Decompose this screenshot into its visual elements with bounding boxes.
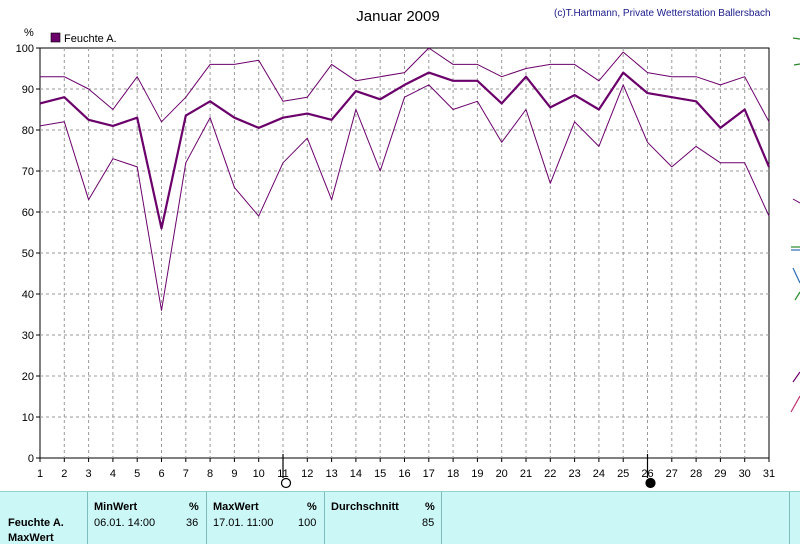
x-axis-ticks: 1 2 3 4 5 6 7 8 9 10 11 12 13 14 15 16 17 18 19 20 21 22 23 24 2…	[37, 458, 775, 480]
statistics-panel: MinWert % MaxWert % Durchschnitt % Feuch…	[0, 491, 800, 544]
new-moon-icon	[645, 477, 656, 489]
full-moon-icon	[280, 477, 292, 489]
x-tick-label: 24	[593, 468, 605, 480]
y-tick-label: 50	[22, 248, 34, 260]
x-tick-label: 7	[183, 468, 189, 480]
y-tick-label: 40	[22, 289, 34, 301]
avg-value: 85	[422, 517, 435, 529]
moon-phases	[280, 454, 656, 489]
divider	[441, 492, 442, 544]
x-tick-label: 15	[374, 468, 386, 480]
y-tick-label: 80	[22, 125, 34, 137]
legend-label: Feuchte A.	[64, 33, 117, 45]
x-tick-label: 5	[134, 468, 140, 480]
y-tick-label: 10	[22, 412, 34, 424]
max-time: 17.01. 11:00	[213, 517, 274, 529]
x-tick-label: 9	[231, 468, 237, 480]
x-tick-label: 3	[86, 468, 92, 480]
max-header: MaxWert	[213, 501, 259, 513]
avg-unit: %	[425, 501, 435, 513]
x-tick-label: 17	[423, 468, 435, 480]
avg-header: Durchschnitt	[331, 501, 399, 513]
min-time: 06.01. 14:00	[94, 517, 156, 529]
y-tick-label: 30	[22, 330, 34, 342]
min-unit: %	[189, 501, 199, 513]
x-tick-label: 30	[739, 468, 751, 480]
humidity-chart: Januar 2009 (c)T.Hartmann, Private Wette…	[16, 8, 800, 489]
x-tick-label: 1	[37, 468, 43, 480]
divider	[87, 492, 88, 544]
y-tick-label: 60	[22, 207, 34, 219]
x-tick-label: 13	[325, 468, 337, 480]
min-value: 36	[186, 517, 199, 529]
legend-swatch	[50, 32, 61, 43]
x-tick-label: 19	[471, 468, 483, 480]
x-tick-label: 29	[714, 468, 726, 480]
y-tick-label: 100	[16, 43, 34, 55]
x-tick-label: 20	[496, 468, 508, 480]
divider	[789, 492, 790, 544]
y-tick-label: 0	[28, 453, 34, 465]
min-header: MinWert	[94, 501, 138, 513]
x-tick-label: 12	[301, 468, 313, 480]
x-tick-label: 8	[207, 468, 213, 480]
legend: Feuchte A.	[50, 32, 117, 45]
right-edge-fragments	[790, 37, 800, 413]
x-tick-label: 10	[253, 468, 265, 480]
y-tick-label: 90	[22, 84, 34, 96]
row-label-secondary: MaxWert	[8, 532, 54, 544]
series-lines	[39, 47, 771, 311]
series-line-max	[40, 47, 770, 123]
x-tick-label: 31	[763, 468, 775, 480]
y-tick-label: 70	[22, 166, 34, 178]
y-tick-label: 20	[22, 371, 34, 383]
max-value: 100	[298, 517, 317, 529]
y-axis-unit-label: %	[24, 27, 34, 39]
x-tick-label: 22	[544, 468, 556, 480]
x-tick-label: 4	[110, 468, 116, 480]
max-unit: %	[307, 501, 317, 513]
x-tick-label: 14	[350, 468, 362, 480]
x-tick-label: 28	[690, 468, 702, 480]
credit-text: (c)T.Hartmann, Private Wetterstation Bal…	[554, 8, 771, 19]
x-tick-label: 25	[617, 468, 629, 480]
row-label: Feuchte A.	[8, 517, 64, 529]
series-line-min	[39, 84, 770, 311]
x-tick-label: 23	[568, 468, 580, 480]
x-tick-label: 21	[520, 468, 532, 480]
x-tick-label: 27	[666, 468, 678, 480]
divider	[206, 492, 207, 544]
divider	[324, 492, 325, 544]
y-axis-ticks: 0 10 20 30 40 50 60 70 80 90 100	[16, 43, 40, 465]
series-line-avg	[39, 71, 771, 230]
x-tick-label: 16	[398, 468, 410, 480]
x-tick-label: 18	[447, 468, 459, 480]
chart-title: Januar 2009	[356, 8, 439, 25]
x-tick-label: 6	[158, 468, 164, 480]
x-tick-label: 2	[61, 468, 67, 480]
